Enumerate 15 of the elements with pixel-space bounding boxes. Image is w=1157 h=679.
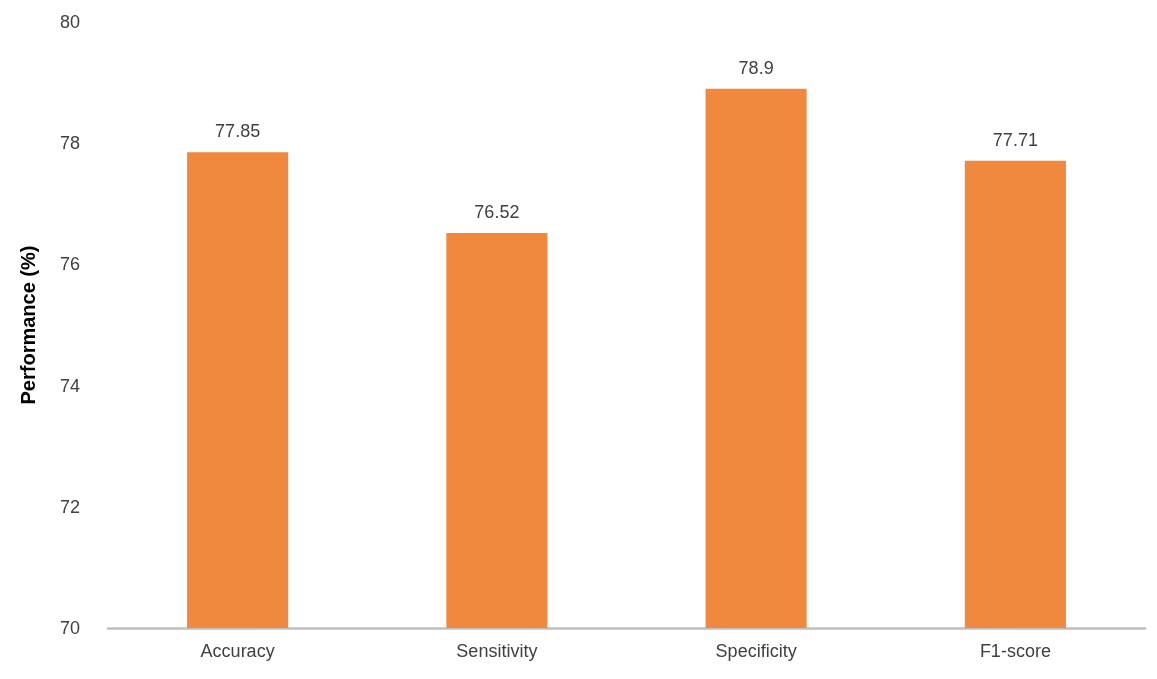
x-tick-label: F1-score [979, 641, 1051, 661]
y-tick-label: 78 [59, 133, 80, 154]
x-tick-label: Specificity [715, 641, 797, 661]
data-label: 78.9 [738, 57, 774, 78]
y-axis-title: Performance (%) [17, 245, 39, 405]
y-tick-label: 76 [59, 254, 80, 275]
data-label: 77.71 [992, 129, 1038, 150]
data-label: 76.52 [474, 201, 520, 222]
x-tick-label: Accuracy [200, 641, 275, 661]
x-tick-label: Sensitivity [456, 641, 538, 661]
y-tick-label: 80 [59, 12, 80, 32]
data-label: 77.85 [215, 121, 261, 142]
y-tick-label: 70 [59, 618, 80, 638]
y-tick-label: 72 [59, 496, 80, 517]
y-tick-label: 74 [59, 375, 80, 396]
